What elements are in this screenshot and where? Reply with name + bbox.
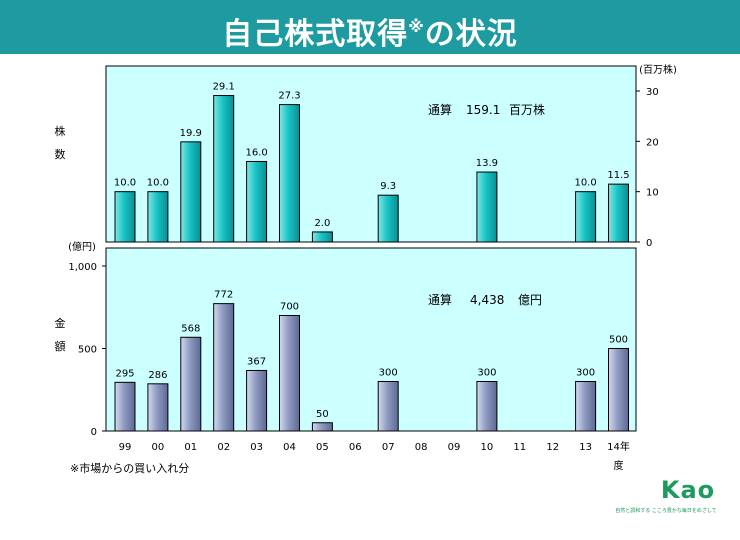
lower-total-label: 通算 [428, 292, 452, 307]
x-tick-label: 04 [283, 442, 296, 453]
lower-bar [147, 383, 169, 432]
x-tick-label: 11 [513, 442, 526, 453]
upper-bar [476, 171, 498, 243]
upper-bar [311, 231, 333, 243]
upper-total-value: 159.1 [466, 103, 500, 117]
upper-bar [180, 141, 202, 243]
upper-bar [279, 104, 300, 243]
x-tick-label: 03 [250, 442, 263, 453]
x-tick-label: 08 [415, 442, 428, 453]
lower-ylabel-2: 額 [55, 340, 66, 353]
x-tick-label: 14年 [607, 440, 630, 453]
upper-bar [377, 194, 399, 243]
upper-value-label: 10.0 [114, 178, 136, 189]
x-tick-label: 07 [382, 442, 395, 453]
lower-ytick-label: 0 [91, 427, 97, 438]
lower-value-label: 295 [115, 368, 134, 379]
upper-ytick-label: 0 [646, 238, 652, 249]
lower-value-label: 300 [379, 368, 398, 379]
lower-bar [476, 381, 498, 432]
upper-total-unit: 百万株 [509, 102, 545, 117]
upper-bar [114, 191, 136, 243]
upper-value-label: 10.0 [574, 178, 596, 189]
lower-value-label: 300 [477, 368, 496, 379]
x-tick-label: 99 [119, 442, 132, 453]
upper-value-label: 29.1 [213, 82, 235, 93]
lower-value-label: 772 [214, 290, 233, 301]
x-tick-label: 12 [546, 442, 559, 453]
upper-value-label: 9.3 [380, 181, 396, 192]
upper-ytick-label: 20 [646, 137, 659, 148]
upper-unit: (百万株) [639, 63, 677, 76]
lower-bar [377, 381, 399, 432]
kao-slogan: 自然と調和する こころ豊かな毎日をめざして [615, 508, 717, 514]
upper-value-label: 2.0 [314, 218, 330, 229]
x-tick-label: 05 [316, 442, 329, 453]
x-tick-label: 13 [579, 442, 592, 453]
upper-value-label: 13.9 [476, 158, 498, 169]
lower-value-label: 568 [181, 323, 200, 334]
lower-bar [279, 315, 300, 432]
lower-value-label: 286 [148, 370, 167, 381]
lower-ytick-label: 1,000 [68, 262, 97, 273]
upper-bar [575, 191, 597, 243]
x-tick-label: 09 [448, 442, 461, 453]
upper-bar [213, 95, 235, 243]
upper-total-label: 通算 [428, 102, 452, 117]
title-main: 自己株式取得 [222, 17, 409, 52]
upper-ylabel-2: 数 [55, 148, 66, 161]
lower-total-unit: 億円 [518, 293, 542, 307]
upper-ytick-label: 30 [646, 87, 659, 98]
x-tick-label-suffix: 度 [614, 459, 624, 472]
lower-bar [180, 336, 202, 432]
lower-bar [246, 369, 268, 432]
lower-value-label: 300 [576, 368, 595, 379]
lower-value-label: 500 [609, 335, 628, 346]
lower-bar [311, 422, 333, 432]
lower-value-label: 50 [316, 409, 329, 420]
lower-value-label: 367 [247, 356, 266, 367]
x-tick-label: 02 [217, 442, 230, 453]
lower-value-label: 700 [280, 302, 299, 313]
upper-value-label: 19.9 [180, 128, 202, 139]
x-tick-label: 10 [481, 442, 494, 453]
lower-ytick-label: 500 [78, 345, 97, 356]
lower-total-value: 4,438 [470, 293, 504, 307]
x-tick-label: 00 [152, 442, 165, 453]
upper-ytick-label: 10 [646, 188, 659, 199]
upper-value-label: 11.5 [607, 170, 629, 181]
upper-value-label: 16.0 [245, 147, 267, 158]
lower-unit: (億円) [68, 240, 96, 253]
upper-bar [608, 183, 629, 243]
kao-logo: Kao [660, 476, 716, 504]
x-tick-label: 01 [184, 442, 197, 453]
title-bar [0, 0, 740, 54]
upper-ylabel-1: 株 [55, 124, 66, 138]
title-mark: ※ [408, 17, 425, 36]
lower-bar [114, 381, 136, 432]
upper-value-label: 27.3 [278, 91, 300, 102]
upper-bar [147, 191, 169, 243]
page-title: 自己株式取得※の状況 [0, 0, 740, 54]
upper-bar [246, 160, 268, 243]
title-tail: の状況 [424, 17, 518, 52]
footnote: ※市場からの買い入れ分 [70, 462, 190, 475]
x-tick-label: 06 [349, 442, 362, 453]
lower-bar [213, 303, 235, 432]
lower-ylabel-1: 金 [55, 316, 66, 330]
upper-value-label: 10.0 [147, 178, 169, 189]
lower-bar [608, 348, 629, 432]
lower-bar [575, 381, 597, 432]
